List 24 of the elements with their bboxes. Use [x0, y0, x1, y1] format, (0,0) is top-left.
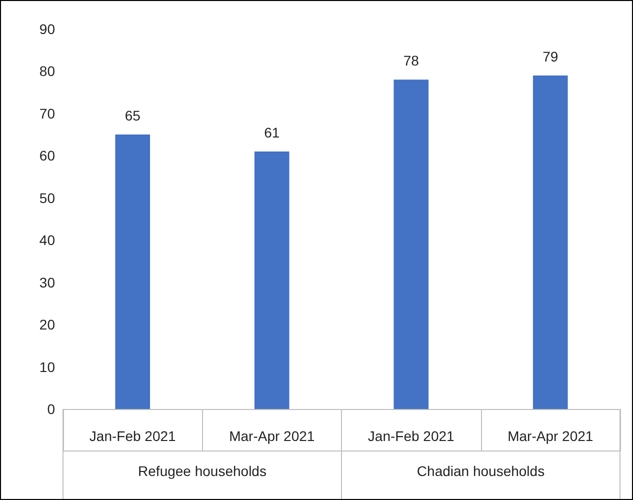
data-label: 79 — [542, 48, 558, 64]
bar — [394, 80, 429, 409]
data-label: 65 — [124, 108, 141, 124]
y-tick-label: 30 — [39, 274, 56, 290]
text: Refugee households — [138, 463, 266, 479]
y-tick-label: 50 — [39, 190, 56, 206]
data-label: 78 — [403, 52, 420, 69]
bar — [254, 151, 290, 409]
bar — [532, 75, 568, 409]
y-tick-label: 20 — [39, 316, 56, 333]
y-tick-label: 80 — [39, 63, 56, 80]
bar — [115, 134, 150, 409]
y-tick-label: 10 — [39, 358, 56, 375]
y-tick-label: 60 — [39, 148, 56, 164]
text: Chadian households — [416, 463, 545, 479]
x-tick-label: Jan-Feb 2021 — [89, 428, 176, 444]
x-tick-label: Jan-Feb 2021 — [368, 428, 455, 444]
x-tick-label: Mar-Apr 2021 — [229, 428, 315, 444]
y-tick-label: 70 — [39, 105, 56, 122]
y-tick-label: 40 — [39, 232, 56, 248]
data-label: 61 — [264, 124, 280, 140]
y-tick-label: 90 — [39, 21, 56, 37]
x-tick-label: Mar-Apr 2021 — [508, 428, 594, 444]
y-tick-label: 0 — [47, 401, 56, 417]
